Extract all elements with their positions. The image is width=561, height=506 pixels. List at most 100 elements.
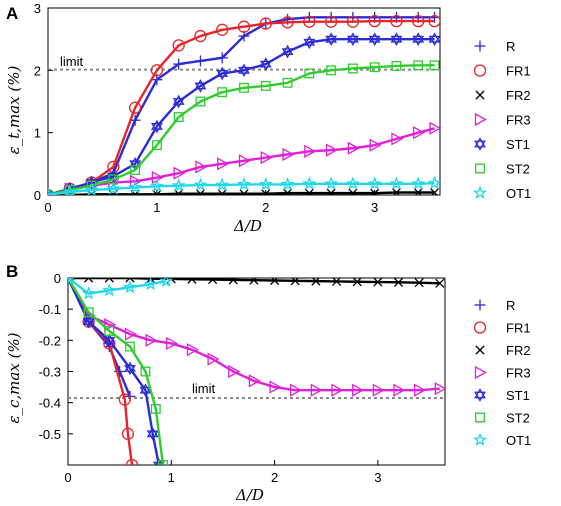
panel-a-point-st2 — [195, 96, 206, 107]
panel-a-point-ot1 — [84, 182, 99, 195]
panel-a-point-r — [216, 52, 228, 64]
panel-b-series-fr3 — [68, 278, 445, 397]
panel-a-point-st2 — [429, 60, 440, 71]
panel-b-point-ot1 — [102, 283, 117, 297]
panel-b-point-st2 — [83, 307, 94, 318]
panel-b-point-ot1 — [122, 279, 137, 294]
panel-b-point-fr1 — [125, 458, 139, 465]
panel-b-legend: R FR1 FR2 FR3 ST1 ST2 OT1 — [473, 298, 531, 448]
panel-a-x-tick-label: 3 — [371, 200, 378, 215]
panel-b-point-st2 — [158, 460, 168, 465]
panel-b-point-fr2 — [352, 278, 362, 287]
panel-a-point-st1 — [238, 63, 250, 78]
panel-a-point-st2 — [217, 87, 228, 98]
panel-b-point-ot1 — [81, 286, 96, 300]
panel-a-point-fr2 — [174, 189, 184, 195]
panel-a-point-fr1 — [346, 15, 360, 28]
panel-b-point-fr2 — [311, 278, 321, 286]
panel-a-legend-marker-r — [474, 40, 486, 52]
panel-a-y-tick-label: 3 — [34, 1, 41, 16]
panel-b-point-fr1 — [121, 427, 135, 440]
panel-a-point-st1 — [281, 44, 294, 59]
panel-b-y-tick-label: -0.1 — [39, 302, 61, 317]
panel-b-legend-label-ot1: OT1 — [506, 433, 531, 448]
panel-a-y-tick-label: 0 — [34, 188, 41, 203]
panel-b-series — [68, 278, 445, 465]
panel-a-point-fr3 — [391, 132, 404, 146]
panel-a-ticks: 0 1 2 3 0 1 2 3 — [34, 1, 379, 215]
panel-a-point-st2 — [391, 61, 402, 71]
panel-b-point-fr3 — [393, 383, 406, 397]
panel-a-point-ot1 — [62, 184, 77, 195]
panel-a-point-st2 — [151, 140, 162, 151]
panel-a-point-fr3 — [429, 121, 440, 135]
panel-a-point-fr3 — [173, 166, 186, 180]
panel-a-point-st1 — [368, 32, 381, 46]
panel-a-series-fr1 — [48, 14, 440, 195]
panel-b-point-fr2 — [208, 278, 218, 285]
panel-a-point-ot1 — [345, 176, 360, 190]
panel-a-point-ot1 — [193, 177, 208, 191]
panel-b-point-fr2 — [414, 278, 424, 288]
panel-a-point-fr3 — [369, 138, 382, 152]
panel-a-legend-label-st1: ST1 — [506, 137, 530, 152]
panel-a-point-st2 — [130, 165, 141, 176]
panel-a-point-fr3 — [325, 143, 338, 157]
panel-b-point-fr2 — [290, 278, 300, 286]
panel-a-point-fr1 — [237, 20, 251, 33]
panel-a-point-st2 — [413, 60, 424, 71]
panel-b-point-fr3 — [145, 333, 158, 347]
panel-a-series — [48, 11, 440, 195]
panel-a-point-fr1 — [194, 29, 207, 43]
panel-b-point-st2 — [150, 403, 161, 414]
panel-b-legend-marker-fr1 — [473, 321, 487, 334]
panel-b-x-tick-label: 0 — [64, 470, 71, 485]
panel-a-y-axis-label: ε_t,max (%) — [5, 66, 23, 155]
panel-a-legend-marker-fr3 — [474, 112, 487, 127]
panel-b-x-tick-label: 1 — [168, 470, 175, 485]
panel-b-point-fr3 — [414, 383, 427, 397]
panel-b-x-tick-label: 2 — [271, 470, 278, 485]
panel-b-legend-label-fr2: FR2 — [506, 343, 531, 358]
panel-a-point-ot1 — [411, 176, 426, 190]
panel-b-point-st1 — [139, 383, 152, 397]
panel-a-point-fr1 — [128, 101, 142, 114]
panel-b-point-st2 — [125, 341, 135, 352]
panel-a-legend-label-ot1: OT1 — [506, 186, 531, 201]
panel-b-ticks: 0 1 2 3 0 -0.1 -0.2 -0.3 -0.4 -0.5 — [39, 271, 382, 485]
panel-a-point-st1 — [172, 94, 185, 109]
panel-a-series-ot1 — [48, 175, 440, 195]
panel-a-point-ot1 — [237, 177, 251, 191]
panel-b: B limit 0 1 2 3 0 -0.1 -0.2 -0.3 -0.4 -0.5 Δ/D ε_… — [5, 262, 531, 504]
panel-a-legend-label-st2: ST2 — [506, 162, 530, 177]
panel-a-x-tick-label: 0 — [44, 200, 51, 215]
panel-a-point-st1 — [194, 79, 207, 93]
panel-a-point-fr2 — [152, 189, 162, 195]
panel-b-legend-marker-fr3 — [474, 365, 487, 380]
panel-b-legend-label-st1: ST1 — [506, 388, 530, 403]
panel-a-point-fr2 — [304, 188, 314, 195]
panel-b-point-fr2 — [125, 278, 135, 283]
panel-b-point-fr3 — [104, 318, 117, 332]
panel-a-x-tick-label: 1 — [153, 200, 160, 215]
panel-a-limit-label: limit — [60, 54, 83, 69]
panel-a-point-st1 — [412, 32, 425, 46]
panel-a-point-st1 — [347, 32, 359, 46]
panel-a-point-r — [194, 55, 206, 67]
panel-b-legend-label-fr1: FR1 — [506, 321, 531, 336]
panel-b-point-fr2 — [373, 278, 383, 287]
panel-a-point-st1 — [303, 35, 316, 50]
panel-b-point-fr3 — [186, 343, 199, 357]
panel-b-line-fr3 — [68, 278, 440, 392]
panel-a-y-tick-label: 2 — [34, 63, 41, 78]
panel-b-point-fr3 — [124, 327, 137, 341]
panel-b-point-fr3 — [434, 382, 445, 396]
panel-b-legend-label-fr3: FR3 — [506, 366, 531, 381]
panel-a-legend: R FR1 FR2 FR3 ST1 ST2 OT1 — [473, 39, 531, 201]
panel-b-label: B — [6, 262, 18, 281]
panel-b-limit-label: limit — [192, 381, 215, 396]
panel-b-point-fr3 — [331, 383, 344, 397]
panel-a-point-ot1 — [128, 180, 143, 194]
panel-b-point-fr3 — [310, 383, 323, 397]
panel-b-point-fr3 — [228, 364, 241, 379]
